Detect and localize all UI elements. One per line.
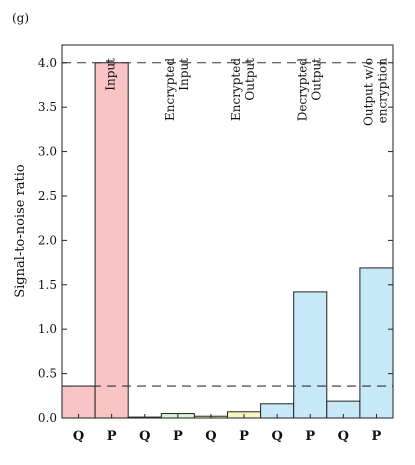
group-label-5: encryption <box>375 58 389 124</box>
bars-layer <box>61 62 394 419</box>
bar-2 <box>94 62 129 419</box>
y-tick-label: 4.0 <box>38 56 57 70</box>
group-label-2: Input <box>177 58 191 91</box>
group-label-4: Decrypted <box>295 58 309 122</box>
x-tick-label: Q <box>338 429 349 444</box>
y-tick-label: 0.5 <box>38 367 57 381</box>
y-tick-label: 2.0 <box>38 233 57 247</box>
x-tick-label: P <box>239 429 249 444</box>
bar-1 <box>61 385 96 419</box>
group-label-1: Input <box>104 58 118 91</box>
panel-label: (g) <box>12 11 29 25</box>
x-tick-label: P <box>173 429 183 444</box>
y-tick-label: 1.5 <box>38 278 57 292</box>
x-tick-label: P <box>305 429 315 444</box>
x-tick-label: P <box>107 429 117 444</box>
x-tick-label: P <box>372 429 382 444</box>
group-label-3: Output <box>243 58 257 101</box>
y-tick-label: 1.0 <box>38 322 57 336</box>
x-tick-label: Q <box>139 429 150 444</box>
group-labels-layer: Input Encrypted Input Encrypted Output Decryp… <box>104 58 390 126</box>
x-tick-label: Q <box>73 429 84 444</box>
group-label-4: Output <box>309 58 323 101</box>
bar-10 <box>359 267 394 419</box>
y-tick-label: 3.5 <box>38 100 57 114</box>
bar-8 <box>293 291 328 419</box>
group-label-2: Encrypted <box>163 58 177 121</box>
x-tick-label: Q <box>205 429 216 444</box>
y-tick-label: 0.0 <box>38 411 57 425</box>
x-tick-label: Q <box>271 429 282 444</box>
y-tick-label: 2.5 <box>38 189 57 203</box>
group-label-5: Output w/o <box>361 58 375 126</box>
y-tick-label: 3.0 <box>38 145 57 159</box>
y-axis: 0.0 0.5 1.0 1.5 2.0 2.5 3.0 3.5 4.0 <box>38 56 393 425</box>
y-axis-label: Signal-to-noise ratio <box>13 164 28 298</box>
group-label-3: Encrypted <box>229 58 243 121</box>
reference-lines-layer <box>62 62 393 387</box>
plot-frame <box>61 44 394 419</box>
